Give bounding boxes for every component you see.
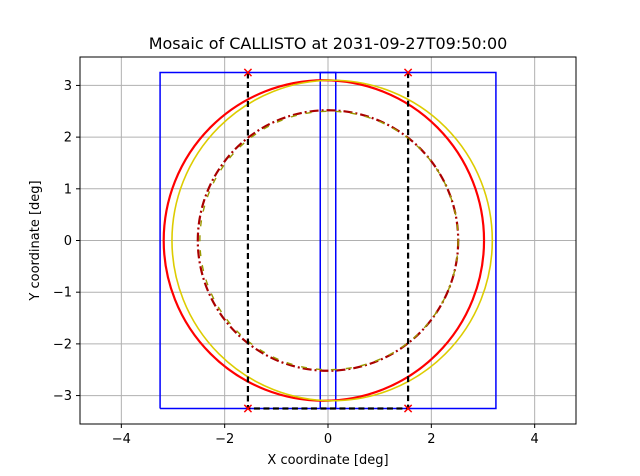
inner-circle-dashdot-olive xyxy=(199,110,459,371)
corner-marker-stroke xyxy=(243,404,253,413)
y-tick-label: 3 xyxy=(64,79,72,94)
corner-marker xyxy=(243,68,253,77)
x-tick-label: −4 xyxy=(112,432,131,447)
y-axis-label: Y coordinate [deg] xyxy=(28,180,43,301)
x-tick-label: 4 xyxy=(531,432,539,447)
y-tick-label: −1 xyxy=(53,286,72,301)
x-axis-label: X coordinate [deg] xyxy=(267,453,388,468)
corner-marker xyxy=(243,404,253,413)
corner-marker xyxy=(403,404,413,413)
corner-marker-stroke xyxy=(403,404,413,413)
corner-marker xyxy=(403,68,413,77)
x-tick-label: 2 xyxy=(427,432,435,447)
y-tick-label: −3 xyxy=(53,389,72,404)
disk-limb-circle-yellow xyxy=(171,79,494,402)
corner-marker-stroke xyxy=(403,68,413,77)
y-tick-label: −2 xyxy=(53,337,72,352)
x-tick-label: 0 xyxy=(324,432,332,447)
y-tick-label: 2 xyxy=(64,131,72,146)
outer-footprint-rectangle xyxy=(159,71,497,410)
chart-title: Mosaic of CALLISTO at 2031-09-27T09:50:0… xyxy=(149,34,508,53)
x-tick-label: −2 xyxy=(215,432,234,447)
y-tick-label: 0 xyxy=(64,234,72,249)
corner-marker-stroke xyxy=(243,68,253,77)
plot-area xyxy=(159,68,497,413)
axis-ticks: −4 −2 0 2 4 −3 −2 −1 0 1 2 3 xyxy=(53,79,539,447)
y-tick-label: 1 xyxy=(64,182,72,197)
